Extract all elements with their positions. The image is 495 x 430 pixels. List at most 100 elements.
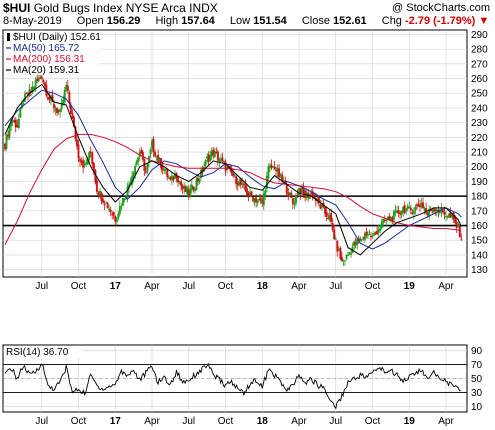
candle-body xyxy=(37,77,40,82)
rsi-label-background xyxy=(4,346,82,358)
candle-body xyxy=(301,188,304,193)
candle-body xyxy=(224,161,227,171)
price-y-tick-label: 260 xyxy=(471,74,488,85)
rsi-x-tick-label: Apr xyxy=(144,416,160,427)
candle-body xyxy=(63,90,66,103)
candle-body xyxy=(48,97,51,100)
candle-body xyxy=(385,219,388,222)
candle-body xyxy=(408,206,411,209)
candle-body xyxy=(31,86,34,93)
candle-body xyxy=(253,198,256,203)
candle-body xyxy=(170,175,173,180)
price-x-tick-label: Jul xyxy=(182,281,195,292)
rsi-y-tick-label: 50 xyxy=(471,374,483,385)
candle-body xyxy=(62,99,65,104)
candle-body xyxy=(288,192,291,197)
price-x-tick-label: 17 xyxy=(110,281,122,292)
candle-body xyxy=(76,139,78,147)
candle-body xyxy=(317,196,320,204)
candle-body xyxy=(198,179,201,183)
low-value: 151.54 xyxy=(253,15,287,27)
candle-body xyxy=(347,254,349,257)
candle-body xyxy=(137,157,140,162)
candle-body xyxy=(181,185,184,190)
candle-body xyxy=(144,171,147,173)
candle-body xyxy=(79,159,81,162)
price-y-tick-label: 180 xyxy=(471,192,488,203)
candle-body xyxy=(103,203,106,206)
candle-body xyxy=(184,186,187,193)
high-label: High xyxy=(155,15,179,27)
price-y-tick-label: 160 xyxy=(471,221,488,232)
rsi-x-tick-label: Oct xyxy=(365,416,381,427)
candle-body xyxy=(290,193,293,199)
candle-body xyxy=(33,86,36,89)
candle-body xyxy=(264,190,267,195)
candle-body xyxy=(448,214,451,218)
price-y-tick-label: 130 xyxy=(471,265,488,276)
candle-body xyxy=(14,119,17,128)
candle-body xyxy=(262,193,265,206)
candle-body xyxy=(233,174,236,176)
candle-body xyxy=(167,177,170,179)
candle-body xyxy=(285,184,288,194)
candle-body xyxy=(88,152,91,160)
candle-body xyxy=(118,206,121,214)
price-y-tick-label: 240 xyxy=(471,103,488,114)
candle-body xyxy=(164,168,167,171)
candle-body xyxy=(365,231,368,236)
candle-body xyxy=(204,160,207,167)
symbol: $HUI xyxy=(3,1,31,15)
candle-body xyxy=(392,211,395,220)
candle-body xyxy=(414,206,417,211)
candle-body xyxy=(17,118,20,128)
ma-line-ma50 xyxy=(4,89,462,250)
candle-body xyxy=(415,204,418,206)
candle-body xyxy=(457,224,460,227)
candle-body xyxy=(360,239,363,241)
close-value: 152.61 xyxy=(333,15,367,27)
candle-body xyxy=(115,218,118,223)
candle-body xyxy=(146,163,149,172)
candle-body xyxy=(71,112,74,119)
candle-body xyxy=(426,212,429,215)
candle-body xyxy=(334,238,337,240)
candle-body xyxy=(342,260,345,262)
candle-body xyxy=(232,172,235,177)
rsi-y-tick-label: 30 xyxy=(471,388,483,399)
candle-body xyxy=(417,203,420,207)
candle-body xyxy=(325,211,328,217)
price-y-tick-label: 280 xyxy=(471,45,488,56)
legend-entry: MA(20) 159.31 xyxy=(13,65,80,76)
candle-body xyxy=(265,176,268,189)
candle-body xyxy=(268,166,271,168)
candle-body xyxy=(446,215,449,217)
rsi-x-tick-label: Oct xyxy=(71,416,87,427)
candle-body xyxy=(42,79,45,83)
candle-body xyxy=(247,192,250,196)
candle-body xyxy=(458,225,461,238)
price-y-tick-label: 290 xyxy=(471,30,488,41)
candle-body xyxy=(419,205,421,207)
candle-body xyxy=(34,80,37,88)
candle-body xyxy=(105,202,108,204)
candle-body xyxy=(65,84,68,92)
candle-body xyxy=(267,166,270,179)
price-x-tick-label: Apr xyxy=(291,281,307,292)
candle-body xyxy=(272,166,274,168)
price-x-tick-label: Jul xyxy=(329,281,342,292)
candle-body xyxy=(215,151,218,153)
candle-body xyxy=(120,206,123,208)
price-x-tick-label: Apr xyxy=(438,281,454,292)
candle-body xyxy=(348,252,351,255)
chg-value: -2.79 (-1.79%) xyxy=(405,15,476,27)
candle-body xyxy=(236,182,239,186)
candle-body xyxy=(223,160,225,163)
candle-body xyxy=(340,257,343,262)
candle-body xyxy=(354,242,357,245)
high-value: 157.64 xyxy=(181,15,215,27)
candle-body xyxy=(293,202,296,205)
candle-body xyxy=(373,233,375,236)
candle-body xyxy=(89,151,92,153)
candle-body xyxy=(412,210,415,214)
